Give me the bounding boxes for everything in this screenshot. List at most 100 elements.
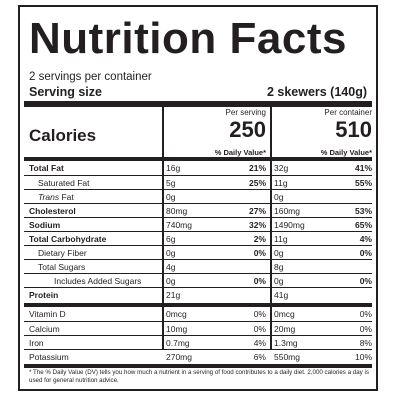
nutrient-name-text: Cholesterol <box>29 206 76 216</box>
nutrient-name-text: Total Carbohydrate <box>29 234 107 244</box>
serving-dv: 0% <box>253 309 266 319</box>
container-dv: 8% <box>359 338 372 348</box>
container-amount: 550mg <box>274 352 300 362</box>
calories-divider <box>24 157 372 161</box>
nutrient-row: Includes Added Sugars 0g 0% 0g 0% <box>24 273 372 288</box>
container-amount: 8g <box>274 262 284 272</box>
container-dv: 41% <box>354 163 372 173</box>
container-amount: 1490mg <box>274 220 305 230</box>
serving-dv: 6% <box>253 352 266 362</box>
container-amount: 20mg <box>274 324 296 334</box>
container-dv: 0% <box>359 248 372 258</box>
column-divider-serving <box>162 107 164 350</box>
footnote-divider <box>24 364 372 368</box>
panel-title: Nutrition Facts <box>29 14 347 63</box>
serving-amount: 740mg <box>166 220 192 230</box>
serving-amount: 10mg <box>166 324 188 334</box>
serving-dv: 0% <box>253 248 266 258</box>
nutrient-row: Protein 21g 41g <box>24 287 372 302</box>
nutrient-row: Sodium 740mg 32% 1490mg 65% <box>24 217 372 232</box>
servings-per-container: 2 servings per container <box>29 71 152 83</box>
container-amount: 11g <box>274 234 288 244</box>
nutrient-name: Total Sugars <box>38 261 85 273</box>
calories-label: Calories <box>29 126 97 145</box>
nutrient-name-text: Total Sugars <box>38 262 86 272</box>
serving-size-value: 2 skewers (140g) <box>266 85 367 99</box>
nutrient-name: Dietary Fiber <box>38 247 87 259</box>
vitamin-divider <box>24 303 372 307</box>
nutrient-row: Cholesterol 80mg 27% 160mg 53% <box>24 203 372 218</box>
serving-dv: 0% <box>253 276 266 286</box>
nutrient-name-text: Sodium <box>29 220 61 230</box>
vitamin-name: Iron <box>29 338 44 348</box>
container-amount: 0g <box>274 248 284 258</box>
nutrient-row: Trans Fat 0g 0g <box>24 189 372 204</box>
vitamin-name: Calcium <box>29 324 60 334</box>
nutrient-row: Total Fat 16g 21% 32g 41% <box>24 161 372 175</box>
nutrient-name-text: Total Fat <box>29 163 64 173</box>
column-divider-container <box>270 107 272 350</box>
nutrient-name: Cholesterol <box>29 205 76 217</box>
container-amount: 160mg <box>274 206 300 216</box>
serving-size-label: Serving size <box>29 85 102 99</box>
footnote: * The % Daily Value (DV) tells you how m… <box>29 369 369 384</box>
nutrient-name-text: Includes Added Sugars <box>54 276 142 286</box>
thick-divider <box>24 101 372 107</box>
container-amount: 32g <box>274 163 289 173</box>
calories-per-container: 510 <box>335 117 372 142</box>
serving-amount: 270mg <box>166 352 192 362</box>
nutrient-name: Sodium <box>29 219 60 231</box>
nutrient-name: Total Fat <box>29 162 64 174</box>
vitamin-row: Vitamin D 0mcg 0% 0mcg 0% <box>24 307 372 321</box>
dv-header-serving: % Daily Value* <box>214 148 266 157</box>
container-amount: 41g <box>274 290 289 300</box>
nutrient-name: Includes Added Sugars <box>54 275 141 287</box>
serving-amount: 16g <box>166 163 181 173</box>
serving-dv: 32% <box>248 220 266 230</box>
dv-header-container: % Daily Value* <box>320 148 372 157</box>
serving-dv: 21% <box>248 163 266 173</box>
container-dv: 0% <box>359 276 372 286</box>
nutrition-facts-panel: Nutrition Facts 2 servings per container… <box>18 5 378 391</box>
nutrient-row: Total Sugars 4g 8g <box>24 259 372 274</box>
serving-amount: 0g <box>166 248 176 258</box>
serving-dv: 2% <box>253 234 266 244</box>
nutrient-name: Total Carbohydrate <box>29 233 106 245</box>
calories-per-serving: 250 <box>229 117 266 142</box>
vitamin-row: Calcium 10mg 0% 20mg 0% <box>24 321 372 336</box>
serving-amount: 80mg <box>166 206 188 216</box>
container-dv: 10% <box>354 352 372 362</box>
vitamin-row: Potassium 270mg 6% 550mg 10% <box>24 349 372 364</box>
nutrient-row: Dietary Fiber 0g 0% 0g 0% <box>24 245 372 260</box>
nutrient-name-text: Protein <box>29 290 59 300</box>
serving-amount: 0mcg <box>166 309 187 319</box>
container-dv: 4% <box>359 234 372 244</box>
nutrient-name-text: Saturated Fat <box>38 178 90 188</box>
nutrient-name-italic: Trans <box>38 192 60 202</box>
per-container-header: Per container <box>324 108 372 117</box>
container-dv: 0% <box>359 309 372 319</box>
nutrient-name-text: Dietary Fiber <box>38 248 87 258</box>
serving-amount: 0g <box>166 276 176 286</box>
container-amount: 0g <box>274 192 284 202</box>
vitamin-row: Iron 0.7mg 4% 1.3mg 8% <box>24 335 372 350</box>
container-dv: 53% <box>354 206 372 216</box>
container-dv: 0% <box>359 324 372 334</box>
container-amount: 0mcg <box>274 309 295 319</box>
container-amount: 11g <box>274 178 288 188</box>
serving-amount: 5g <box>166 178 176 188</box>
container-dv: 65% <box>354 220 372 230</box>
vitamin-name: Potassium <box>29 352 69 362</box>
serving-dv: 27% <box>248 206 266 216</box>
vitamin-name: Vitamin D <box>29 309 66 319</box>
serving-dv: 4% <box>253 338 266 348</box>
serving-dv: 0% <box>253 324 266 334</box>
nutrient-name: Saturated Fat <box>38 177 90 189</box>
container-amount: 1.3mg <box>274 338 298 348</box>
nutrient-row: Total Carbohydrate 6g 2% 11g 4% <box>24 231 372 246</box>
per-serving-header: Per serving <box>225 108 266 117</box>
container-amount: 0g <box>274 276 284 286</box>
nutrient-name-text: Fat <box>59 192 74 202</box>
serving-amount: 4g <box>166 262 176 272</box>
serving-amount: 0g <box>166 192 176 202</box>
